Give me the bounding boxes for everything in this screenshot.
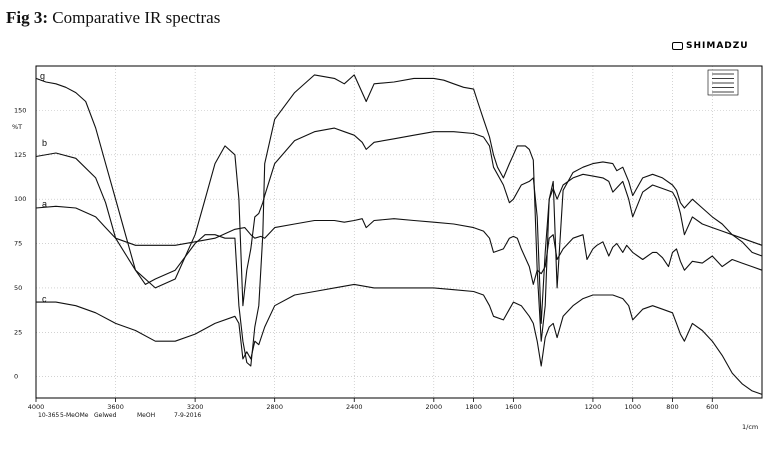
series-line-a — [35, 205, 763, 285]
y-tick-label: 25 — [14, 328, 22, 336]
y-axis-label: %T — [12, 123, 22, 131]
y-tick-label: 50 — [14, 284, 22, 292]
x-tick-label: 1800 — [465, 403, 482, 411]
spectra-series — [35, 74, 763, 395]
y-tick-label: 0 — [14, 373, 18, 381]
x-tick-label: 1000 — [624, 403, 641, 411]
footer-text: MeOH — [137, 412, 155, 419]
series-line-b — [35, 127, 763, 324]
y-tick-label: 150 — [14, 106, 26, 114]
curve-label-g: g — [40, 71, 45, 81]
y-tick-labels: 0 25 50 75 100 125 150 — [14, 106, 26, 380]
brand-name: SHIMADZU — [686, 41, 749, 51]
legend-box — [707, 69, 739, 96]
series-line-c — [36, 283, 763, 395]
curve-label-b: b — [42, 138, 47, 148]
footer-text: 5-MeOMe — [60, 412, 89, 419]
x-axis-label: 1/cm — [742, 423, 758, 431]
plot-frame — [35, 65, 763, 399]
figure-label: Fig 3: — [6, 8, 49, 27]
x-tick-label: 4000 — [28, 403, 45, 411]
series-line-g — [35, 74, 763, 367]
x-tick-label: 800 — [666, 403, 678, 411]
curve-labels: a b c g — [40, 71, 47, 304]
x-tick-label: 1200 — [585, 403, 602, 411]
shimadzu-logo-icon — [672, 42, 683, 50]
footer-text: 7-9-2016 — [174, 412, 201, 419]
curve-label-a: a — [42, 199, 47, 209]
x-tick-label: 3200 — [187, 403, 204, 411]
x-tick-label: 1600 — [505, 403, 522, 411]
curve-label-c: c — [42, 294, 47, 304]
x-tick-label: 3600 — [107, 403, 124, 411]
x-tick-label: 2400 — [346, 403, 363, 411]
brand-logo: SHIMADZU — [672, 41, 749, 51]
figure-caption: Fig 3: Comparative IR spectras — [6, 8, 220, 28]
footer-text: Gelwed — [94, 412, 117, 419]
y-tick-label: 100 — [14, 195, 26, 203]
chart-footer: 10-365 5-MeOMe Gelwed MeOH 7-9-2016 — [38, 412, 201, 419]
legend-frame — [707, 69, 739, 96]
x-tick-label: 2000 — [426, 403, 443, 411]
x-tick-label: 2800 — [266, 403, 283, 411]
chart-grid — [35, 66, 762, 402]
x-tick-labels: 4000 3600 3200 2800 2400 2000 1800 1600 1200 1000… — [28, 403, 719, 411]
y-tick-label: 75 — [14, 240, 22, 248]
y-tick-label: 125 — [14, 151, 26, 159]
footer-text: 10-365 — [38, 412, 59, 419]
x-tick-label: 600 — [706, 403, 718, 411]
figure-caption-text: Comparative IR spectras — [52, 8, 221, 27]
